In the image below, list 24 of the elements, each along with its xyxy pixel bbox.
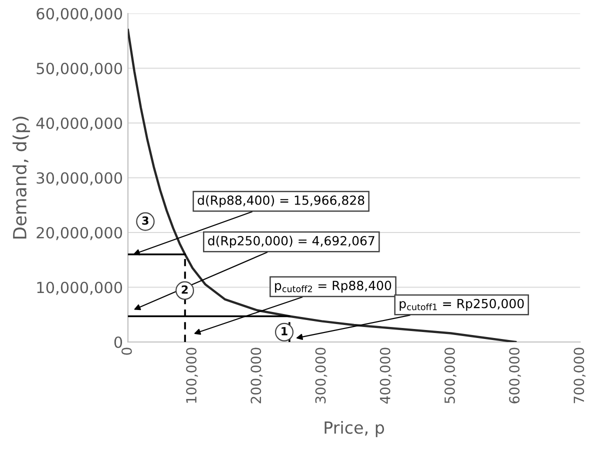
x-tick-label: 500,000 [444,348,456,404]
x-tick-label: 0 [121,348,132,355]
annotation: 1 [282,327,288,336]
x-tick-label: 200,000 [250,348,263,404]
annotation: 2 [182,285,188,294]
y-axis-title: Demand, d(p) [12,116,30,239]
y-tick-label: 10,000,000 [37,282,122,295]
x-tick-label: 400,000 [380,348,392,404]
y-tick-label: 40,000,000 [36,117,122,131]
y-tick-label: 0 [114,336,122,348]
x-tick-label: 600,000 [509,348,521,404]
annotation: p$_{cutoff1}$ = Rp250,000 [400,298,524,311]
x-tick-label: 300,000 [315,348,328,404]
y-tick-label: 30,000,000 [36,172,122,186]
y-tick-label: 20,000,000 [36,226,122,240]
x-tick-label: 700,000 [574,348,586,404]
annotation: p$_{cutoff2}$ = Rp88,400 [275,280,392,293]
annotation: 3 [142,216,148,225]
annotation: d(Rp250,000) = 4,692,067 [208,236,374,248]
x-axis-title: Price, p [324,420,384,438]
x-tick-label: 100,000 [186,348,198,403]
y-tick-label: 50,000,000 [36,62,122,76]
annotation: d(Rp88,400) = 15,966,828 [198,195,364,208]
y-tick-label: 60,000,000 [36,8,122,22]
